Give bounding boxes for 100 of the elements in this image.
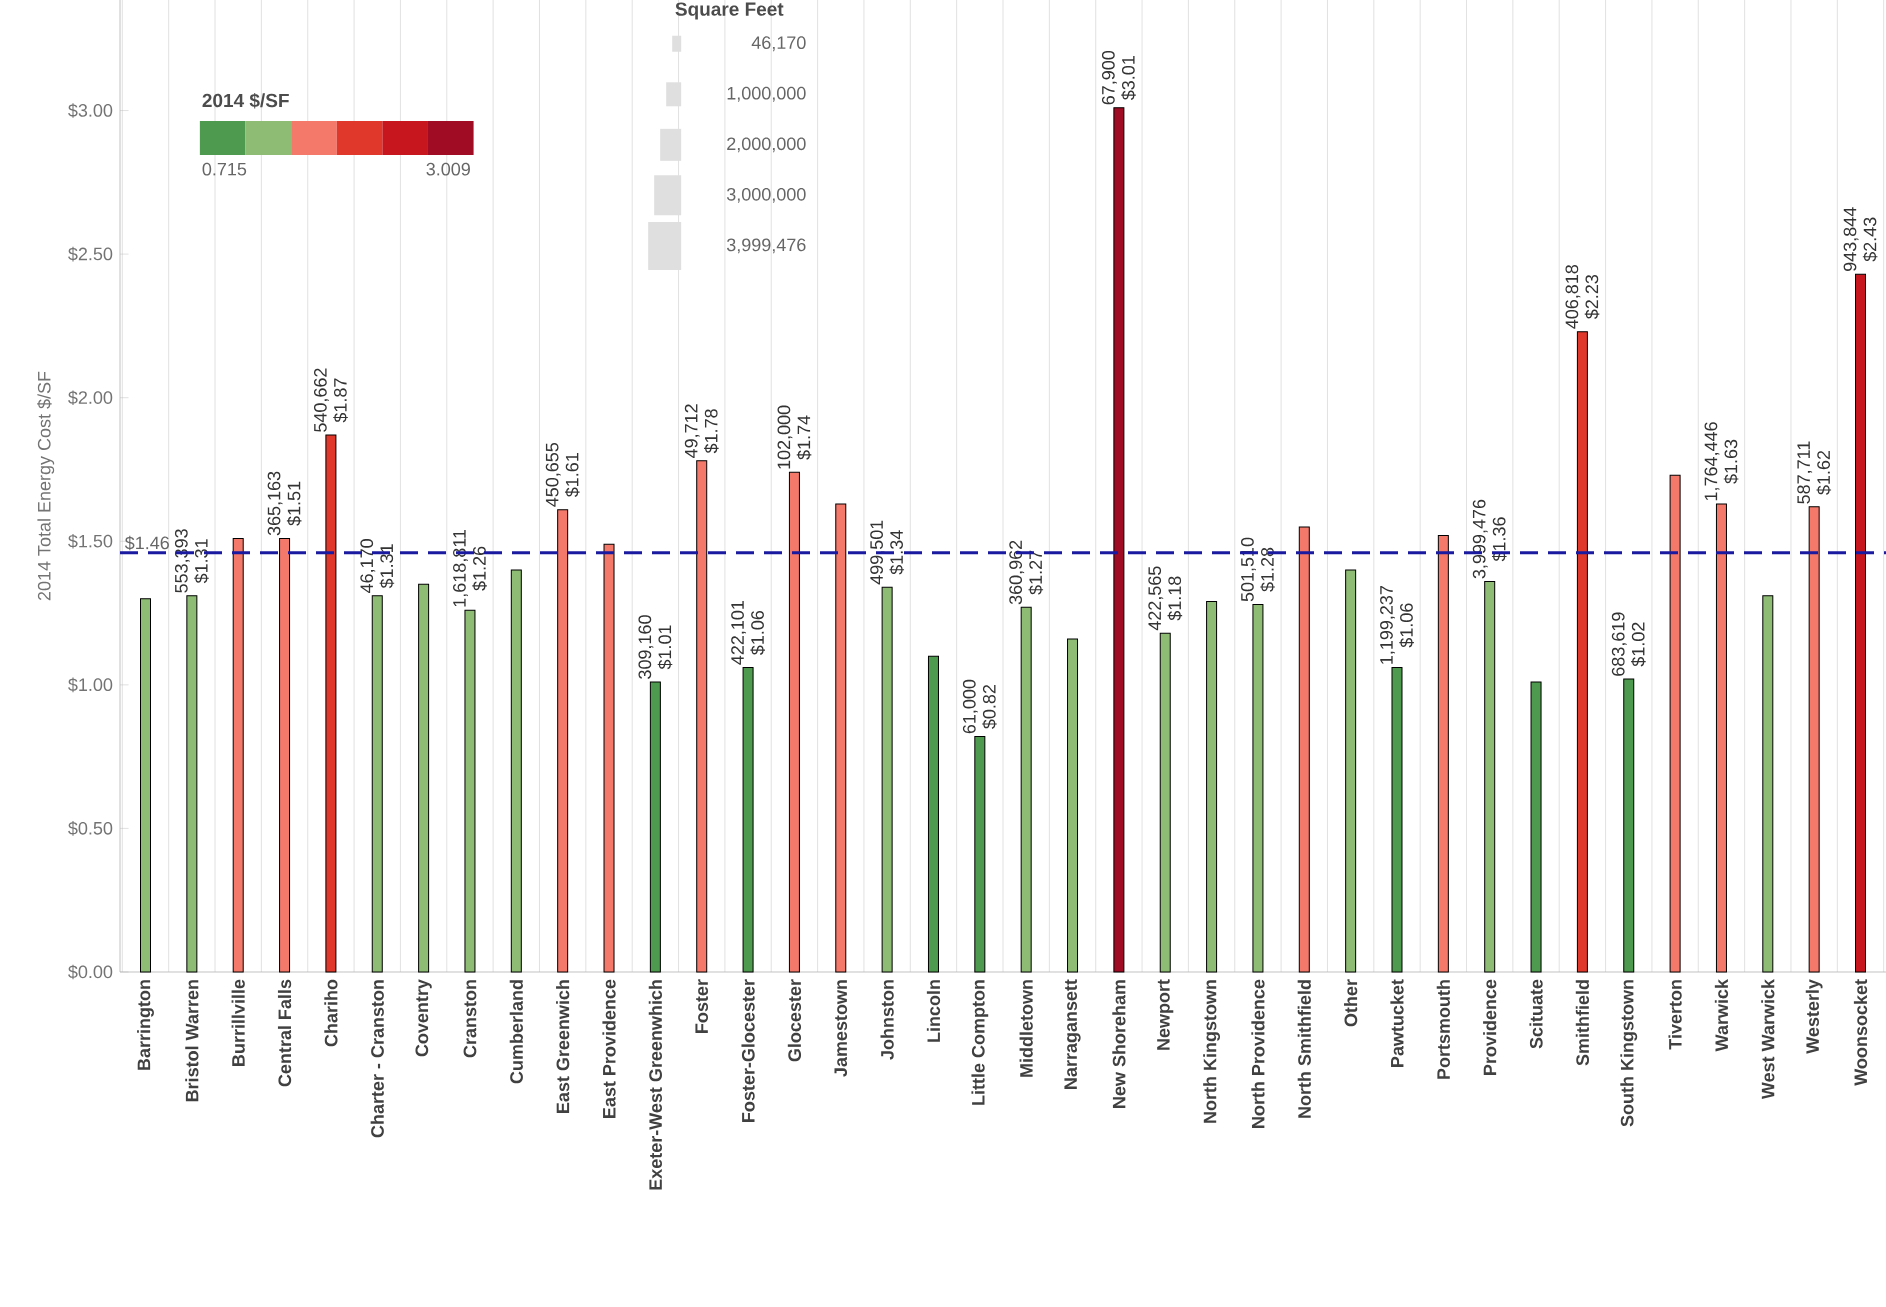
x-tick-label: Chariho	[324, 979, 338, 1047]
annotation: 553,393	[174, 529, 190, 593]
data-label: $1.27	[1028, 550, 1044, 595]
bar	[510, 569, 522, 973]
x-tick-label: Foster-Glocester	[741, 979, 755, 1122]
y-tick-label: $2.50	[68, 246, 113, 262]
annotation: 309,160	[638, 615, 654, 679]
x-tick-label: Scituate	[1529, 979, 1543, 1049]
data-label: $1.74	[796, 415, 812, 460]
y-tick-label: $3.00	[68, 103, 113, 118]
annotation: 102,000	[777, 405, 793, 469]
bar	[881, 586, 893, 973]
x-tick-label: Woonsocket	[1853, 979, 1868, 1086]
legend-title: 2014 $/SF	[202, 92, 289, 109]
bar	[1113, 107, 1125, 973]
bar	[325, 434, 337, 973]
x-tick-label: Pawtucket	[1390, 979, 1404, 1067]
annotation: 1,618,811	[453, 529, 468, 607]
annotation: 2,000,000	[727, 137, 806, 153]
bar	[696, 460, 708, 973]
annotation: 683,619	[1611, 612, 1627, 676]
annotation: 46,170	[751, 36, 806, 52]
x-tick-label: East Providence	[602, 979, 616, 1118]
bar	[186, 595, 198, 973]
bar	[557, 509, 569, 973]
bar	[1808, 506, 1820, 973]
bar	[1020, 606, 1032, 973]
data-label: $1.06	[1399, 603, 1414, 648]
bar	[649, 681, 661, 973]
annotation: 1,199,237	[1380, 586, 1395, 664]
bar	[1206, 601, 1218, 973]
x-tick-label: Central Falls	[277, 979, 292, 1087]
x-tick-label: Lincoln	[926, 980, 941, 1042]
annotation: 943,844	[1843, 207, 1859, 271]
bar	[1762, 595, 1774, 973]
x-tick-label: Jamestown	[834, 980, 848, 1077]
annotation: 450,655	[545, 442, 561, 507]
annotation: 422,101	[731, 601, 747, 665]
x-tick-label: Smithfield	[1575, 980, 1590, 1066]
x-tick-label: Charter - Cranston	[370, 980, 384, 1138]
x-tick-label: Narragansett	[1064, 979, 1081, 1089]
annotation: 67,900	[1101, 50, 1117, 105]
bar	[974, 736, 986, 973]
x-tick-label: New Shoreham	[1112, 980, 1126, 1108]
x-tick-label: Newport	[1157, 979, 1174, 1050]
data-label: $1.62	[1816, 450, 1832, 495]
annotation: 406,818	[1565, 264, 1581, 329]
bar	[835, 503, 847, 973]
x-tick-label: Johnston	[880, 980, 894, 1060]
bar	[1576, 331, 1588, 973]
x-tick-label: Bristol Warren	[185, 980, 199, 1102]
annotation: 1,764,446	[1704, 422, 1720, 501]
annotation: 360,962	[1009, 540, 1025, 605]
ref-line-label: $1.46	[124, 535, 169, 551]
annotation: 0.715	[202, 162, 247, 176]
x-tick-label: Glocester	[787, 979, 802, 1062]
data-label: $1.02	[1631, 622, 1646, 667]
x-tick-label: Portsmouth	[1436, 980, 1450, 1079]
bar	[1855, 273, 1867, 973]
x-tick-label: North Smithfield	[1297, 980, 1311, 1118]
bar	[140, 598, 151, 973]
data-label: $3.01	[1121, 56, 1136, 101]
data-label: $2.43	[1862, 217, 1878, 262]
data-label: $1.78	[704, 409, 719, 454]
bar	[927, 655, 939, 973]
bar	[1484, 580, 1496, 973]
bar	[1437, 535, 1449, 973]
x-tick-label: Exeter-West Greenwhich	[648, 980, 662, 1190]
bar	[1669, 474, 1681, 973]
data-label: $1.61	[564, 453, 580, 498]
bar	[1159, 632, 1171, 973]
y-tick-label: $1.50	[68, 533, 113, 549]
annotation: 540,662	[313, 368, 329, 432]
data-label: $1.51	[286, 481, 302, 526]
annotation: 422,565	[1148, 566, 1164, 631]
bar	[1530, 681, 1542, 973]
data-label: $0.82	[982, 685, 997, 729]
data-label: $1.31	[194, 539, 209, 584]
x-tick-label: Little Compton	[971, 980, 989, 1105]
x-tick-label: Cumberland	[509, 980, 523, 1084]
x-tick-label: Tiverton	[1668, 980, 1682, 1050]
bar	[1391, 667, 1403, 973]
annotation: 61,000	[962, 679, 978, 734]
data-label: $1.34	[889, 530, 905, 575]
bar	[279, 537, 291, 973]
x-tick-label: Westerly	[1805, 979, 1823, 1054]
x-tick-label: West Warwick	[1761, 979, 1775, 1100]
bar	[1623, 678, 1635, 973]
x-tick-label: North Providence	[1251, 979, 1265, 1128]
bar	[1067, 638, 1079, 973]
bar	[464, 609, 476, 973]
bar	[1345, 569, 1357, 973]
x-tick-label: Barrington	[137, 980, 154, 1070]
x-tick-label: East Greenwich	[556, 980, 570, 1113]
data-label: $1.87	[333, 378, 348, 423]
x-tick-label: Cranston	[463, 980, 477, 1058]
data-label: $1.01	[657, 625, 673, 670]
bar	[371, 595, 383, 973]
annotation: 1,000,000	[727, 86, 806, 102]
data-label: $2.23	[1584, 274, 1600, 320]
